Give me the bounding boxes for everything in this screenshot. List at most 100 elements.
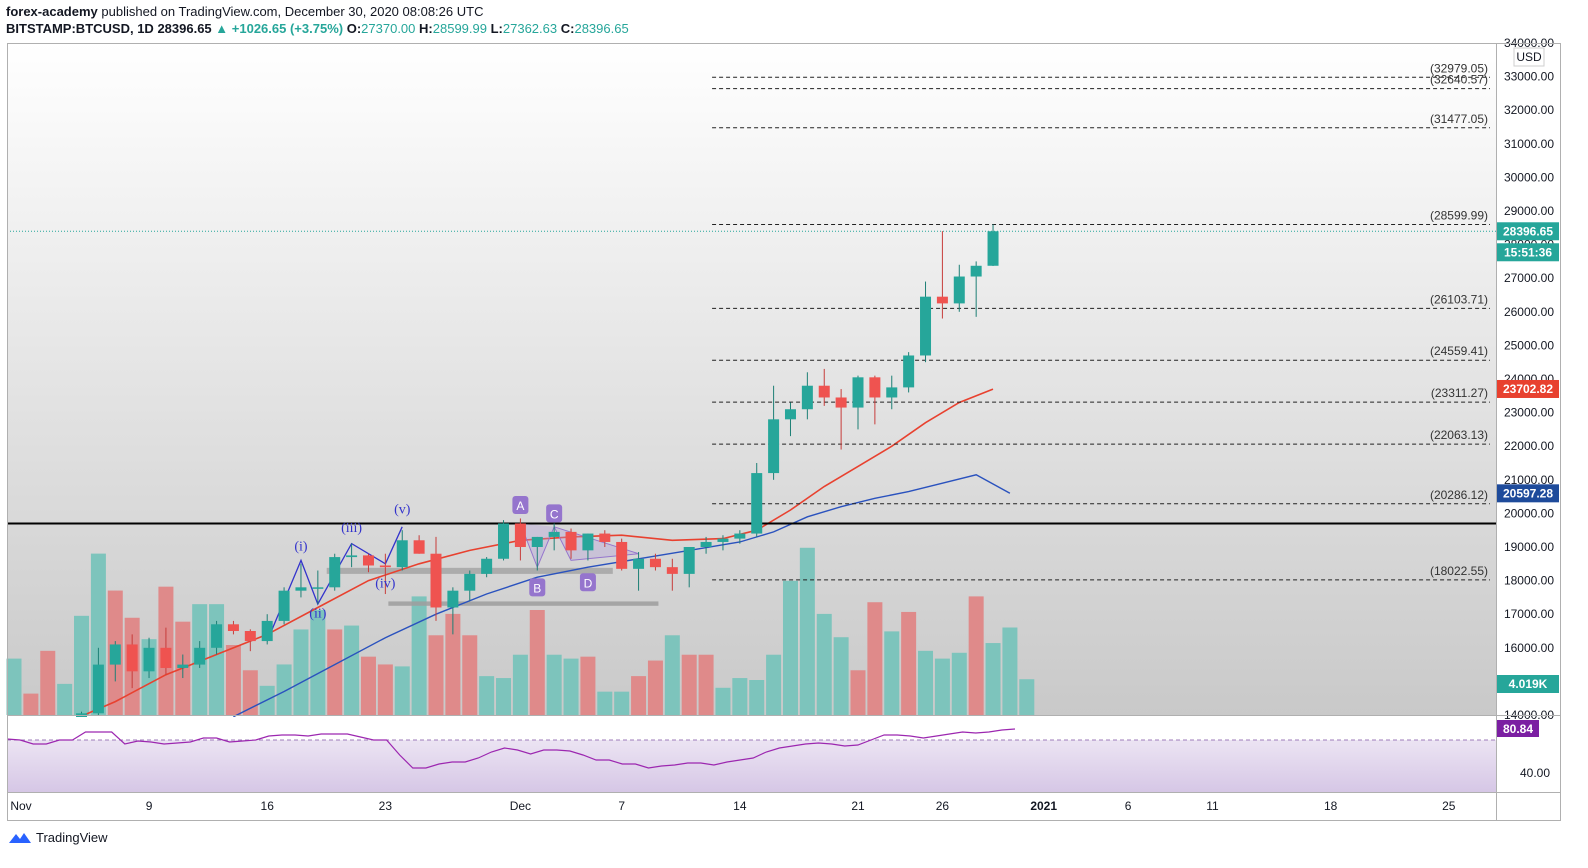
candle[interactable] — [160, 647, 172, 668]
price-scale[interactable] — [1496, 43, 1560, 715]
candle[interactable] — [278, 590, 290, 621]
main-pane[interactable] — [7, 43, 1496, 715]
candle[interactable] — [936, 296, 948, 304]
candle[interactable] — [987, 231, 999, 266]
volume-bar — [377, 664, 393, 715]
countdown-badge[interactable] — [1497, 243, 1559, 262]
candle[interactable] — [109, 644, 121, 665]
candle[interactable] — [903, 355, 915, 388]
candle[interactable] — [413, 540, 425, 554]
rsi-line[interactable] — [6, 728, 1016, 769]
candle[interactable] — [784, 409, 796, 420]
last-price: 28396.65 — [157, 21, 212, 36]
candle[interactable] — [886, 387, 898, 398]
candle[interactable] — [92, 664, 104, 714]
volume-bar — [782, 580, 798, 715]
candle[interactable] — [514, 523, 526, 547]
candle[interactable] — [953, 276, 965, 304]
volume-bar — [867, 602, 883, 715]
candle[interactable] — [852, 377, 864, 408]
author-name[interactable]: forex-academy — [6, 4, 98, 19]
ma-short-line[interactable] — [64, 388, 994, 725]
candle[interactable] — [717, 538, 729, 542]
candle[interactable] — [126, 644, 138, 672]
candle[interactable] — [599, 533, 611, 542]
candle[interactable] — [447, 590, 459, 608]
candle[interactable] — [869, 377, 881, 398]
candle[interactable] — [616, 541, 628, 569]
ma-long-badge[interactable] — [1497, 484, 1559, 503]
candle[interactable] — [244, 631, 256, 642]
candle[interactable] — [649, 558, 661, 568]
abc-marker[interactable] — [546, 504, 563, 523]
candle[interactable] — [329, 557, 341, 588]
time-tick-label: 11 — [1206, 799, 1219, 813]
volume-bar — [462, 635, 478, 715]
candle[interactable] — [396, 540, 408, 568]
rsi-badge[interactable] — [1497, 720, 1539, 737]
candle[interactable] — [835, 397, 847, 408]
volume-bar — [681, 654, 697, 715]
candle[interactable] — [379, 565, 391, 568]
tradingview-logo-icon — [9, 832, 31, 843]
candle[interactable] — [531, 536, 543, 547]
price-tick-label: 29000.00 — [1504, 204, 1554, 218]
candle[interactable] — [801, 385, 813, 410]
volume-badge[interactable] — [1497, 675, 1559, 693]
time-tick-label: 18 — [1324, 799, 1338, 813]
abc-marker[interactable] — [512, 496, 529, 514]
last-price-badge[interactable] — [1497, 222, 1559, 241]
time-tick-label: 25 — [1442, 799, 1456, 813]
candle[interactable] — [346, 555, 358, 558]
volume-bar — [934, 658, 950, 715]
time-tick-label: 7 — [618, 799, 625, 813]
price-tick-label: 19000.00 — [1504, 540, 1554, 554]
candle[interactable] — [430, 553, 442, 608]
candle[interactable] — [177, 664, 189, 668]
high-value: 28599.99 — [432, 21, 487, 36]
candle[interactable] — [920, 296, 932, 356]
candle[interactable] — [227, 624, 239, 631]
last-price-badge-text: 28396.65 — [1503, 224, 1553, 238]
candle[interactable] — [633, 558, 645, 569]
wave-label: (ii) — [309, 607, 326, 622]
time-tick-label: 14 — [733, 799, 747, 813]
candle[interactable] — [295, 587, 307, 591]
candle[interactable] — [312, 587, 324, 589]
currency-tag[interactable] — [1513, 47, 1545, 67]
candle[interactable] — [751, 473, 763, 534]
volume-bar — [664, 635, 680, 715]
candle[interactable] — [582, 533, 594, 551]
candle[interactable] — [768, 419, 780, 474]
candle[interactable] — [76, 713, 88, 721]
candle[interactable] — [548, 531, 560, 537]
tradingview-footer[interactable]: TradingView — [8, 830, 108, 845]
time-axis: Nov 9 16 23 Dec 7 14 21 26 2021 6 11 18 25 — [10, 799, 1455, 813]
candle[interactable] — [734, 533, 746, 539]
abc-marker[interactable] — [529, 578, 546, 597]
candle[interactable] — [362, 555, 374, 566]
candle[interactable] — [498, 523, 510, 559]
volume-bar — [715, 687, 731, 715]
candle[interactable] — [211, 624, 223, 648]
price-tick-label: 31000.00 — [1504, 137, 1554, 151]
fib-label: (26103.71) — [1430, 292, 1488, 306]
candle[interactable] — [194, 647, 206, 665]
candle[interactable] — [683, 547, 695, 574]
candle[interactable] — [481, 558, 493, 574]
candle[interactable] — [464, 573, 476, 591]
volume-bar — [1019, 679, 1035, 715]
candle[interactable] — [565, 531, 577, 551]
abc-marker[interactable] — [579, 573, 596, 592]
candle[interactable] — [143, 647, 155, 672]
candle[interactable] — [818, 385, 830, 398]
candle[interactable] — [700, 541, 712, 547]
candle[interactable] — [970, 265, 982, 277]
candle[interactable] — [666, 567, 678, 574]
volume-bar — [360, 656, 376, 715]
volume-bar — [57, 683, 73, 715]
candle[interactable] — [261, 620, 273, 642]
ma-short-badge[interactable] — [1497, 379, 1559, 398]
symbol-name[interactable]: BITSTAMP:BTCUSD, 1D — [6, 21, 154, 36]
